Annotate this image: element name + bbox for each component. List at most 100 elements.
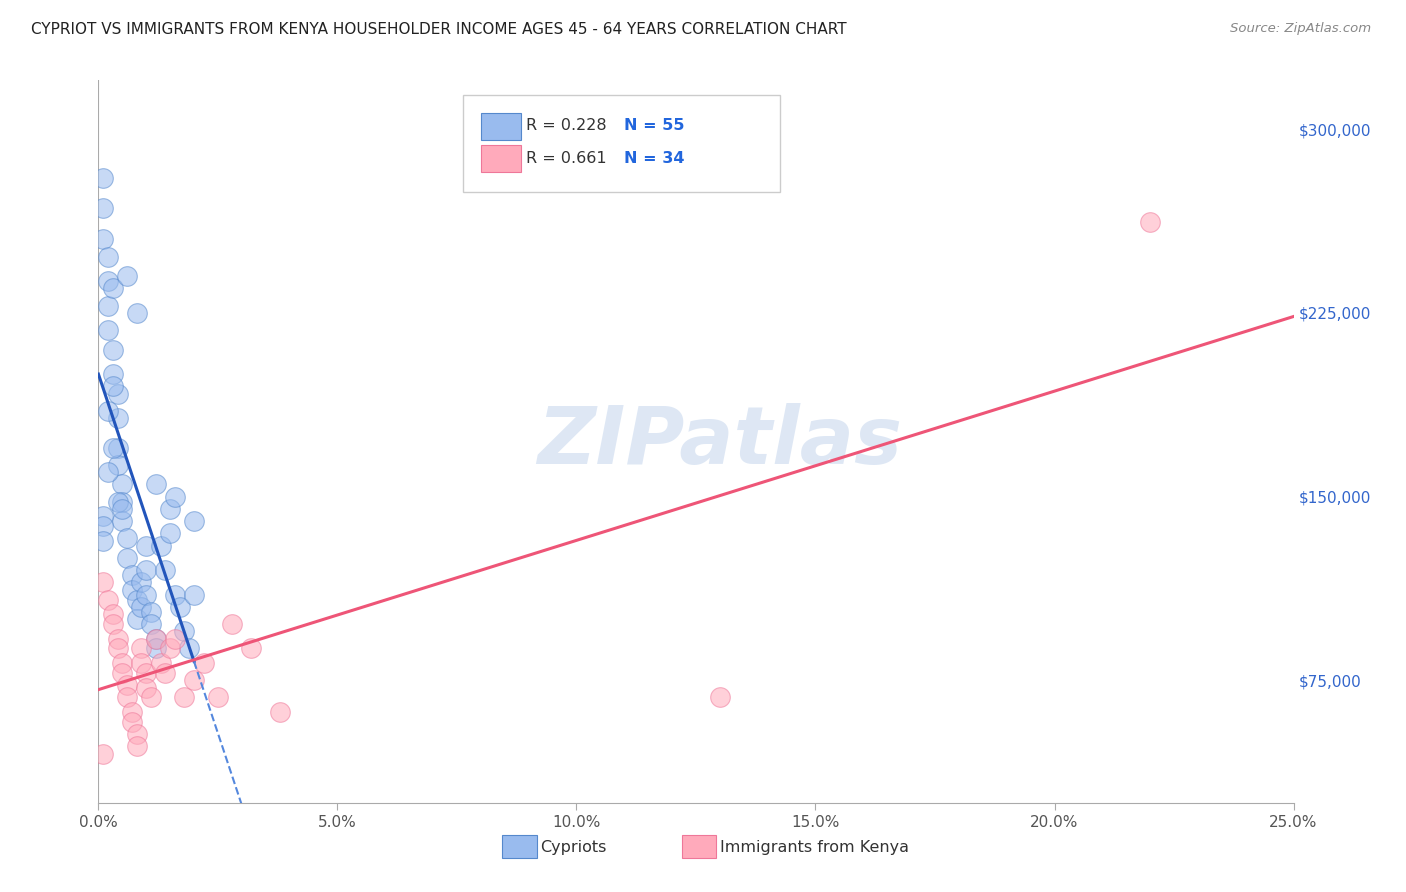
Point	[111, 665, 134, 680]
Text: R = 0.228: R = 0.228	[526, 119, 607, 133]
Point	[121, 714, 143, 729]
Point	[139, 690, 162, 705]
Text: Immigrants from Kenya: Immigrants from Kenya	[720, 840, 908, 855]
Point	[173, 690, 195, 705]
Point	[107, 494, 129, 508]
Point	[115, 690, 138, 705]
Point	[135, 588, 157, 602]
Point	[145, 632, 167, 646]
Point	[97, 250, 120, 264]
Point	[97, 404, 120, 418]
Point	[135, 563, 157, 577]
Point	[115, 678, 138, 692]
Point	[1139, 215, 1161, 229]
Point	[125, 612, 148, 626]
Point	[107, 411, 129, 425]
Point	[107, 386, 129, 401]
Point	[155, 563, 177, 577]
Point	[145, 477, 167, 491]
Point	[121, 582, 143, 597]
Point	[111, 656, 134, 670]
Point	[107, 458, 129, 472]
Point	[111, 502, 134, 516]
Text: CYPRIOT VS IMMIGRANTS FROM KENYA HOUSEHOLDER INCOME AGES 45 - 64 YEARS CORRELATI: CYPRIOT VS IMMIGRANTS FROM KENYA HOUSEHO…	[31, 22, 846, 37]
Point	[163, 632, 186, 646]
Point	[240, 641, 263, 656]
Point	[101, 441, 124, 455]
FancyBboxPatch shape	[502, 835, 537, 858]
Point	[135, 681, 157, 695]
Point	[107, 632, 129, 646]
Point	[131, 599, 153, 614]
Point	[91, 232, 114, 246]
Point	[155, 665, 177, 680]
Point	[183, 514, 205, 528]
Point	[221, 617, 243, 632]
Point	[115, 531, 138, 545]
Point	[179, 641, 201, 656]
Point	[121, 568, 143, 582]
Point	[173, 624, 195, 639]
Point	[91, 747, 114, 761]
Point	[163, 588, 186, 602]
Point	[709, 690, 731, 705]
Point	[91, 519, 114, 533]
Point	[135, 665, 157, 680]
Point	[169, 599, 191, 614]
Point	[97, 323, 120, 337]
Point	[163, 490, 186, 504]
Point	[91, 533, 114, 548]
Text: ZIPatlas: ZIPatlas	[537, 402, 903, 481]
Text: R = 0.661: R = 0.661	[526, 151, 607, 166]
Point	[91, 509, 114, 524]
Point	[145, 641, 167, 656]
Point	[149, 539, 172, 553]
Point	[183, 588, 205, 602]
Point	[125, 727, 148, 741]
Point	[101, 379, 124, 393]
Point	[139, 617, 162, 632]
Text: N = 55: N = 55	[624, 119, 685, 133]
Point	[101, 617, 124, 632]
Point	[125, 592, 148, 607]
Point	[97, 592, 120, 607]
Point	[125, 739, 148, 754]
Point	[111, 477, 134, 491]
Point	[91, 575, 114, 590]
FancyBboxPatch shape	[682, 835, 716, 858]
Point	[159, 502, 181, 516]
Point	[159, 526, 181, 541]
Point	[193, 656, 215, 670]
Point	[107, 441, 129, 455]
Point	[131, 575, 153, 590]
Point	[135, 539, 157, 553]
Point	[101, 607, 124, 622]
Point	[131, 641, 153, 656]
Point	[101, 367, 124, 381]
Point	[115, 550, 138, 565]
Text: Cypriots: Cypriots	[541, 840, 607, 855]
Point	[139, 605, 162, 619]
Point	[207, 690, 229, 705]
Point	[159, 641, 181, 656]
Point	[183, 673, 205, 688]
Point	[125, 306, 148, 320]
Point	[91, 171, 114, 186]
Point	[97, 299, 120, 313]
Point	[97, 465, 120, 479]
FancyBboxPatch shape	[481, 112, 522, 139]
Point	[145, 632, 167, 646]
Point	[149, 656, 172, 670]
FancyBboxPatch shape	[481, 145, 522, 172]
Point	[131, 656, 153, 670]
Text: N = 34: N = 34	[624, 151, 685, 166]
FancyBboxPatch shape	[463, 95, 780, 193]
Point	[115, 269, 138, 284]
Point	[101, 281, 124, 295]
Point	[101, 343, 124, 357]
Point	[97, 274, 120, 288]
Point	[111, 494, 134, 508]
Point	[91, 201, 114, 215]
Point	[121, 705, 143, 719]
Text: Source: ZipAtlas.com: Source: ZipAtlas.com	[1230, 22, 1371, 36]
